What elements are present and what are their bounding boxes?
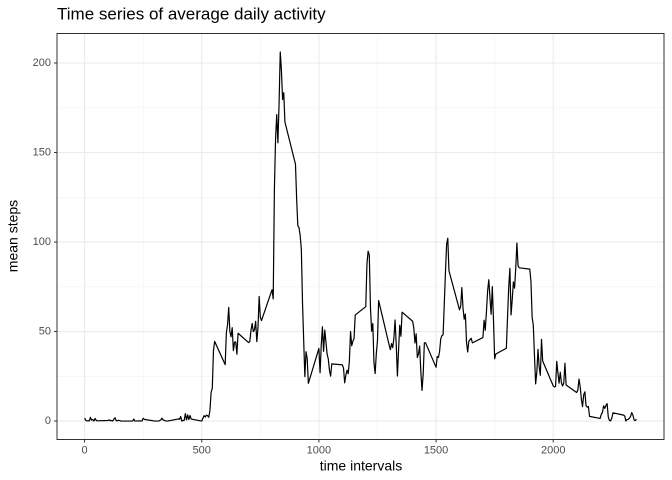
x-axis-label: time intervals (320, 458, 402, 474)
y-tick-label: 50 (39, 325, 51, 337)
x-tick-label: 500 (193, 444, 211, 456)
data-line (84, 51, 637, 422)
panel-border (56, 33, 665, 440)
x-tick-label: 1500 (424, 444, 448, 456)
y-tick-label: 200 (33, 57, 51, 69)
chart-title: Time series of average daily activity (57, 4, 326, 23)
y-tick-label: 150 (33, 146, 51, 158)
x-tick-label: 0 (82, 444, 88, 456)
y-axis-label: mean steps (5, 200, 21, 272)
y-tick-label: 0 (45, 415, 51, 427)
y-tick-label: 100 (33, 236, 51, 248)
x-tick-label: 2000 (541, 444, 565, 456)
x-tick-label: 1000 (307, 444, 331, 456)
